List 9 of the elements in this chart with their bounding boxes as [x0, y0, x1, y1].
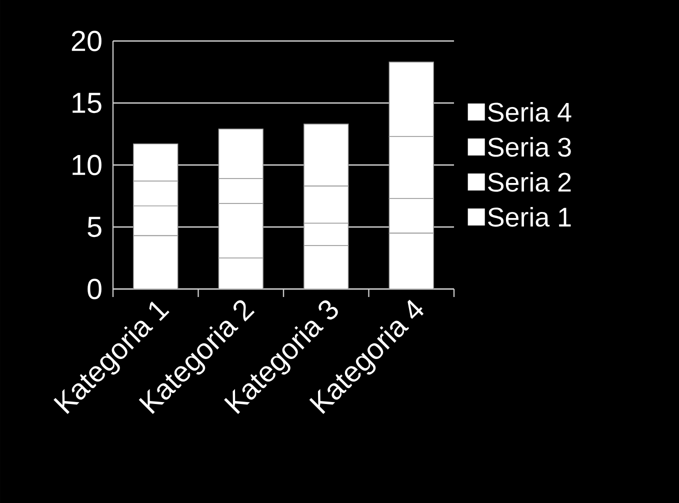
y-tick-label: 0 — [88, 278, 102, 300]
legend-label: Seria 3 — [488, 137, 571, 157]
y-tick-label: 20 — [72, 30, 102, 52]
legend-label: Seria 1 — [488, 206, 571, 227]
y-tick-label: 15 — [72, 92, 102, 114]
legend-label: Seria 2 — [488, 172, 571, 192]
legend-label: Seria 4 — [488, 102, 572, 122]
y-tick-label: 5 — [88, 216, 102, 238]
y-tick-label: 10 — [72, 154, 102, 176]
